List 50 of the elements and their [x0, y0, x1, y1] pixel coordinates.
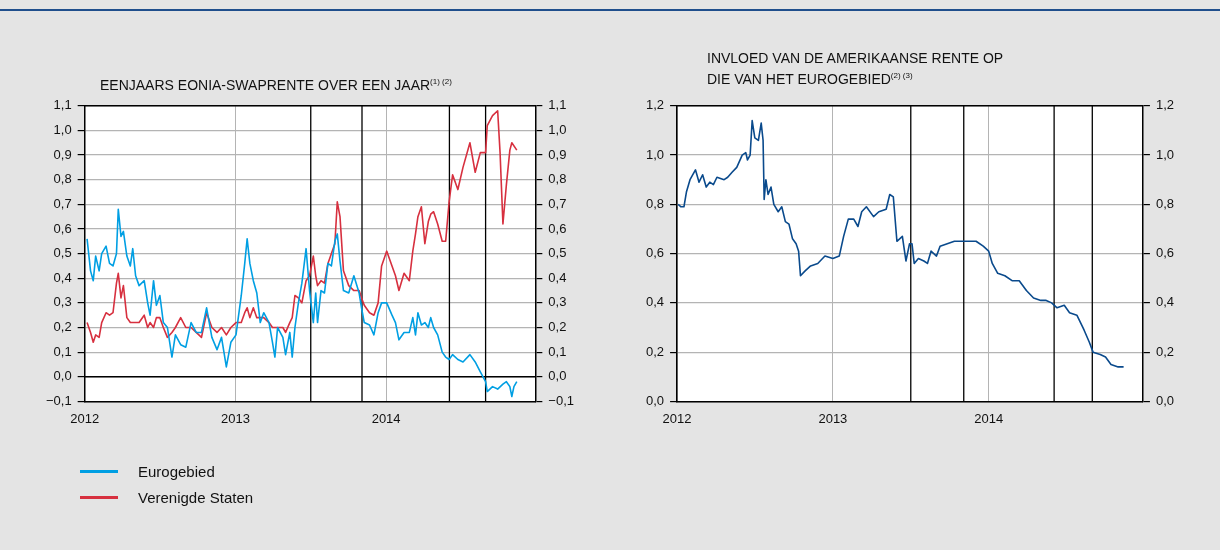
y-tick-label: 0,4	[645, 294, 665, 310]
y-tick-label: 0,2	[53, 319, 72, 335]
y2-tick-label: 0,8	[548, 171, 567, 187]
y2-tick-label: 0,9	[548, 146, 567, 162]
x-tick-label: 2013	[818, 410, 848, 426]
y-tick-label: 0,8	[53, 171, 72, 187]
y-tick-label: 0,3	[53, 294, 72, 310]
y2-tick-label: 1,0	[548, 122, 567, 138]
y2-tick-label: 0,6	[548, 220, 567, 236]
y2-tick-label: 0,7	[548, 195, 567, 211]
y-tick-label: 0,1	[53, 343, 72, 359]
chart-title: EENJAARS EONIA-SWAPRENTE OVER EEN JAAR$^{(1) (2)}$	[100, 75, 453, 94]
y-tick-label: 0,7	[53, 195, 72, 211]
chart-title: INVLOED VAN DE AMERIKAANSE RENTE OP DIE VAN HET EUROGEBIED$^{(2) (3)}$	[707, 50, 1004, 88]
y2-tick-label: 1,1	[548, 97, 567, 113]
y-tick-label: −0,1	[45, 392, 72, 408]
y2-tick-label: 0,0	[548, 368, 567, 384]
x-tick-label: 2014	[371, 410, 401, 426]
y-tick-label: 0,8	[645, 195, 665, 211]
x-tick-label: 2013	[220, 410, 250, 426]
y-tick-label: 0,9	[53, 146, 72, 162]
y2-tick-label: 0,4	[548, 269, 567, 285]
x-tick-label: 2014	[974, 410, 1004, 426]
y-tick-label: 1,0	[645, 146, 665, 162]
y-tick-label: 1,0	[53, 122, 72, 138]
y-tick-label: 0,4	[53, 269, 72, 285]
y-tick-label: 0,0	[53, 368, 72, 384]
y2-tick-label: 1,0	[1155, 146, 1175, 162]
y-tick-label: 1,1	[53, 97, 72, 113]
legend-label: Verenigde Staten	[138, 488, 254, 506]
y-tick-label: 0,2	[645, 343, 665, 359]
y-tick-label: 1,2	[645, 97, 665, 113]
y2-tick-label: 0,3	[548, 294, 567, 310]
y-tick-label: 0,5	[53, 245, 72, 261]
x-tick-label: 2012	[70, 410, 100, 426]
y2-tick-label: 0,2	[1155, 343, 1175, 359]
y2-tick-label: 0,0	[1155, 392, 1175, 408]
y2-tick-label: 0,5	[548, 245, 567, 261]
y2-tick-label: 0,8	[1155, 195, 1175, 211]
y2-tick-label: 1,2	[1155, 97, 1175, 113]
y-tick-label: 0,6	[53, 220, 72, 236]
y2-tick-label: 0,6	[1155, 245, 1175, 261]
y-tick-label: 0,6	[645, 245, 665, 261]
y2-tick-label: 0,1	[548, 343, 567, 359]
y-tick-label: 0,0	[645, 392, 665, 408]
y2-tick-label: 0,4	[1155, 294, 1175, 310]
x-tick-label: 2012	[662, 410, 692, 426]
y2-tick-label: 0,2	[548, 319, 567, 335]
legend-label: Eurogebied	[138, 462, 215, 480]
y2-tick-label: −0,1	[548, 392, 575, 408]
